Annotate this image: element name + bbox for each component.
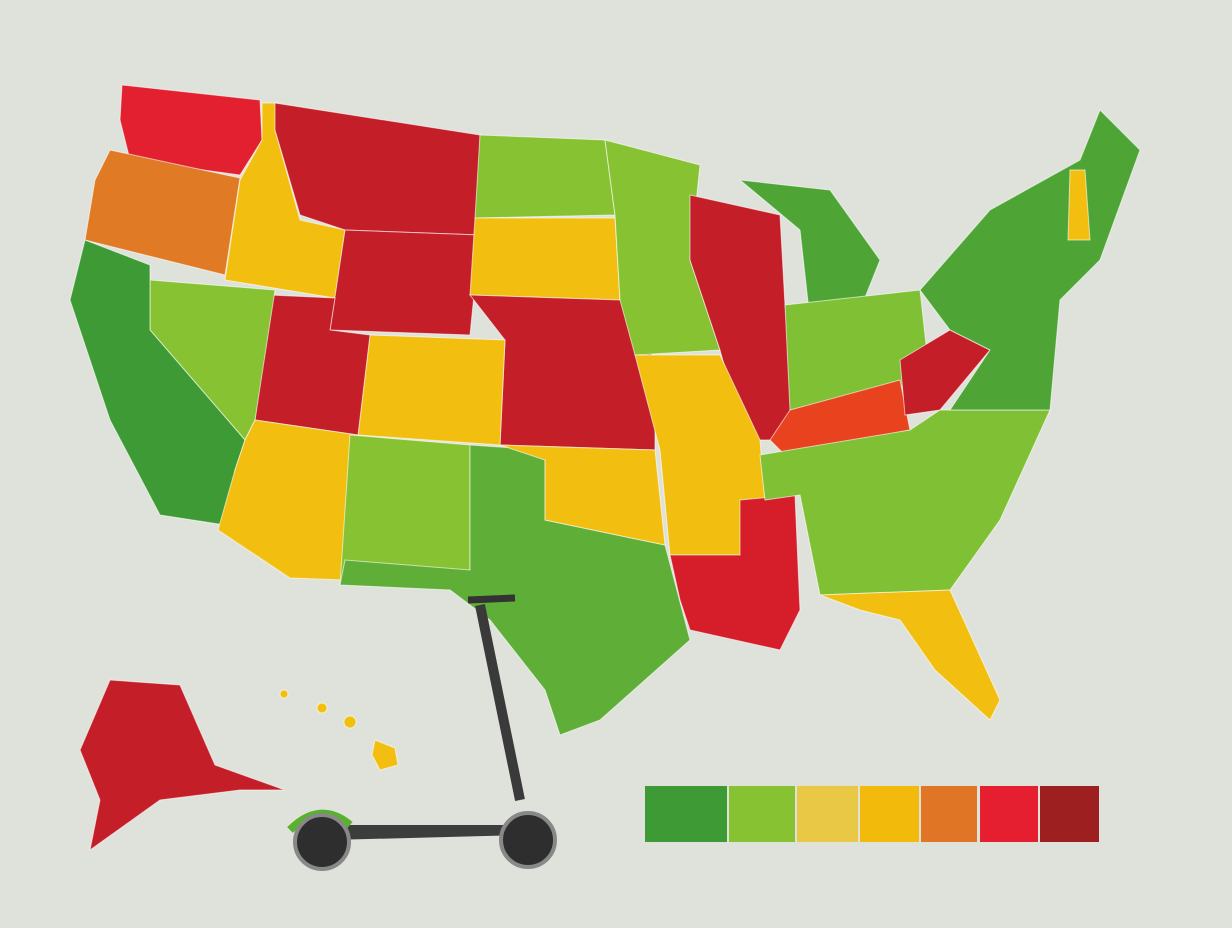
- legend-swatch: [729, 786, 795, 842]
- southeast: [759, 409, 1051, 596]
- legend: [645, 786, 1099, 842]
- legend-swatch: [921, 786, 977, 842]
- scooter-wheel: [499, 811, 557, 869]
- scooter-stem: [475, 603, 525, 802]
- florida: [819, 589, 1001, 721]
- new-hampshire: [1067, 169, 1091, 241]
- colorado: [357, 334, 506, 446]
- oregon: [84, 149, 241, 276]
- hawaii: [343, 715, 357, 729]
- oklahoma: [499, 444, 666, 546]
- north-dakota: [474, 134, 616, 219]
- scooter-handle: [467, 594, 516, 604]
- legend-swatch: [860, 786, 919, 842]
- louisiana-mississippi: [669, 494, 801, 651]
- minnesota-iowa: [604, 139, 721, 356]
- scooter-deck: [300, 825, 525, 840]
- legend-swatch: [1040, 786, 1099, 842]
- states: [69, 84, 1141, 852]
- arizona: [217, 419, 359, 581]
- alaska: [79, 679, 286, 852]
- legend-swatch: [797, 786, 858, 842]
- washington: [119, 84, 263, 176]
- legend-swatch: [645, 786, 727, 842]
- west-virginia: [899, 329, 991, 416]
- scooter-wheel: [293, 813, 351, 871]
- hawaii: [371, 739, 399, 771]
- scooter: [287, 594, 557, 871]
- wyoming: [329, 229, 481, 336]
- legend-swatch: [980, 786, 1038, 842]
- south-dakota: [469, 217, 621, 301]
- hawaii: [316, 702, 328, 714]
- hawaii: [279, 689, 289, 699]
